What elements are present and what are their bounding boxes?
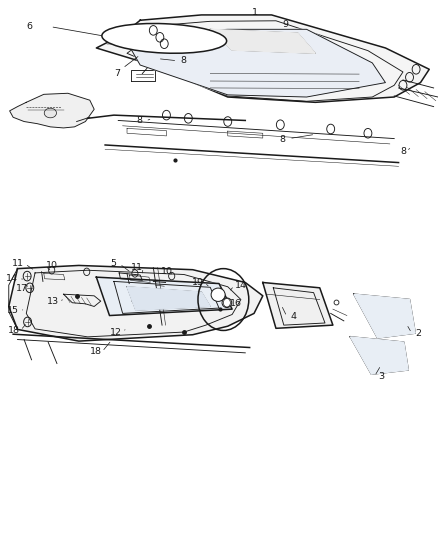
- Text: 14: 14: [235, 281, 247, 290]
- Text: 1: 1: [252, 9, 258, 17]
- Ellipse shape: [222, 298, 232, 308]
- Ellipse shape: [44, 108, 57, 118]
- Polygon shape: [96, 277, 232, 316]
- Text: 8: 8: [400, 148, 406, 156]
- Polygon shape: [350, 337, 408, 374]
- Polygon shape: [210, 29, 315, 53]
- Text: 11: 11: [12, 260, 25, 268]
- Polygon shape: [263, 282, 333, 328]
- Text: 5: 5: [110, 260, 116, 268]
- Text: 12: 12: [110, 328, 122, 336]
- Polygon shape: [123, 29, 385, 97]
- Text: 9: 9: [283, 20, 289, 29]
- Text: 11: 11: [131, 263, 143, 272]
- Polygon shape: [96, 15, 429, 102]
- Text: 18: 18: [8, 326, 20, 335]
- Text: 15: 15: [7, 306, 19, 315]
- Text: 19: 19: [192, 278, 204, 287]
- Polygon shape: [127, 287, 210, 310]
- Ellipse shape: [102, 23, 226, 53]
- Polygon shape: [9, 265, 263, 341]
- Text: 10: 10: [46, 261, 58, 270]
- Text: 6: 6: [27, 22, 33, 30]
- Text: 4: 4: [290, 312, 297, 321]
- Text: 8: 8: [180, 56, 186, 65]
- Polygon shape: [10, 93, 94, 128]
- Text: 17: 17: [16, 285, 28, 293]
- Text: 2: 2: [415, 329, 421, 337]
- Text: 3: 3: [378, 372, 384, 381]
- Polygon shape: [354, 294, 415, 338]
- Text: 14: 14: [6, 274, 18, 283]
- Text: 18: 18: [89, 348, 102, 356]
- Text: 7: 7: [114, 69, 120, 78]
- Text: 8: 8: [136, 117, 142, 125]
- Ellipse shape: [211, 288, 225, 302]
- Text: 8: 8: [279, 135, 286, 144]
- Text: 16: 16: [230, 300, 242, 308]
- Text: 10: 10: [161, 268, 173, 276]
- Text: 13: 13: [46, 297, 59, 306]
